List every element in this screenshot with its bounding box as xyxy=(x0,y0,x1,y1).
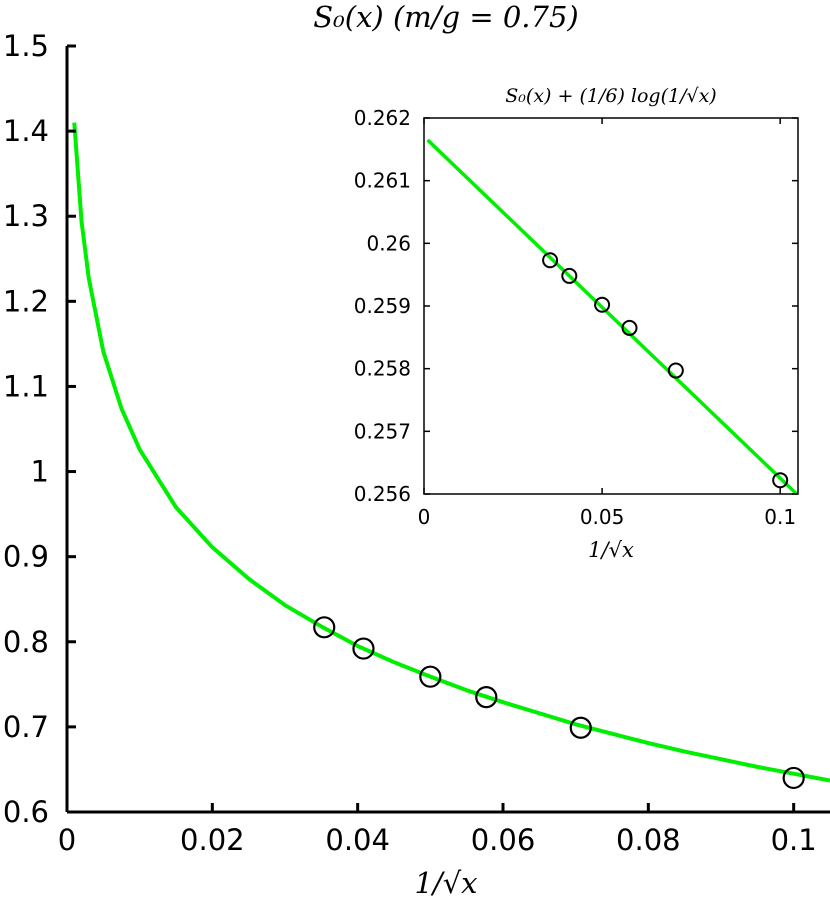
main-y-tick-label: 1.1 xyxy=(3,369,49,403)
main-fit-line xyxy=(72,122,830,783)
inset-plot-area: 0 0.05 0.1 0.256 0.257 0.258 0.259 0.26 0.261 0.2… xyxy=(354,106,799,529)
inset-data-point xyxy=(667,362,684,379)
main-y-tick-label: 1 xyxy=(31,455,49,489)
inset-y-tick-label: 0.257 xyxy=(354,419,411,443)
main-plot-area: 0 0.02 0.04 0.06 0.08 0.1 0.6 0.7 0.8 0.9 1 1.1 1.2 1… xyxy=(3,29,830,857)
inset-background xyxy=(424,118,798,494)
inset-data-point xyxy=(594,296,611,313)
main-data-point xyxy=(569,716,592,739)
inset-y-tick-label: 0.256 xyxy=(354,482,411,506)
inset-data-point xyxy=(621,319,638,336)
inset-y-tick-label: 0.262 xyxy=(354,106,411,130)
inset-data-point xyxy=(561,267,578,284)
inset-y-tick-label: 0.258 xyxy=(354,357,411,381)
main-x-tick-label: 0.1 xyxy=(771,823,817,857)
main-chart-title: S₀(x) (m/g = 0.75) xyxy=(313,0,578,34)
main-x-tick-label: 0 xyxy=(58,823,76,857)
main-x-tick-label: 0.04 xyxy=(325,823,390,857)
inset-y-tick-label: 0.261 xyxy=(354,169,411,193)
main-data-point xyxy=(419,665,442,688)
inset-y-tick-label: 0.26 xyxy=(366,231,411,255)
main-y-tick-label: 0.6 xyxy=(3,795,49,829)
main-y-tick-label: 1.4 xyxy=(3,114,49,148)
main-data-point xyxy=(313,616,336,639)
main-y-tick-label: 1.2 xyxy=(3,284,49,318)
main-x-tick-label: 0.08 xyxy=(616,823,681,857)
inset-fit-line xyxy=(426,138,798,494)
inset-data-point xyxy=(542,252,559,269)
main-data-point xyxy=(782,766,805,790)
inset-x-tick-label: 0.1 xyxy=(764,505,796,529)
main-y-tick-label: 0.8 xyxy=(3,625,49,659)
main-data-point xyxy=(475,685,498,709)
main-y-tick-label: 0.9 xyxy=(3,540,49,574)
main-x-tick-label: 0.02 xyxy=(180,823,245,857)
main-y-tick-label: 1.5 xyxy=(3,29,49,63)
main-y-tick-label: 0.7 xyxy=(3,710,49,744)
inset-chart-title: S₀(x) + (1/6) log(1/√x) xyxy=(505,85,716,107)
inset-x-tick-label: 0 xyxy=(418,505,431,529)
main-x-axis-label: 1/√x xyxy=(414,866,477,900)
main-data-point xyxy=(352,637,375,660)
main-x-tick-label: 0.06 xyxy=(471,823,536,857)
inset-data-point xyxy=(772,472,789,489)
main-y-tick-label: 1.3 xyxy=(3,199,49,233)
inset-y-tick-label: 0.259 xyxy=(354,294,411,318)
inset-x-tick-label: 0.05 xyxy=(580,505,625,529)
inset-x-axis-label: 1/√x xyxy=(588,538,634,562)
